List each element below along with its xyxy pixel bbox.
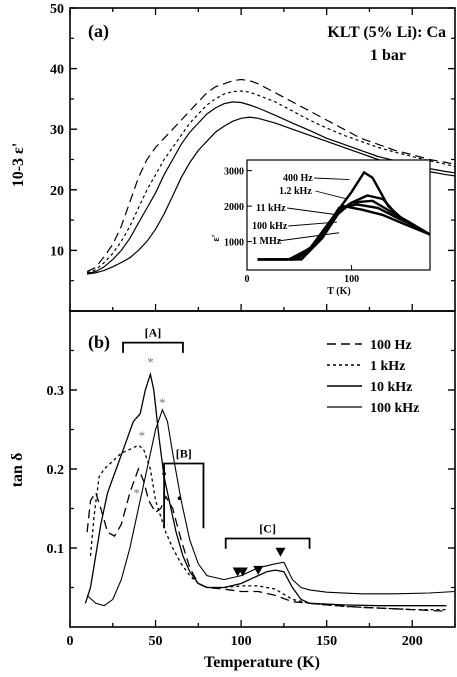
inset-ticks: 1000 2000 3000 0 100 (224, 167, 359, 285)
panel-a-annotation-line1: KLT (5% Li): Ca (327, 24, 446, 41)
dot-marker (177, 496, 182, 501)
inset-ytick-label: 3000 (224, 167, 244, 178)
inset-xlabel: T (K) (327, 286, 350, 297)
a-series-0-line (86, 78, 456, 273)
b-series-0-line (86, 467, 447, 612)
b-ytick-label: 0.1 (47, 542, 65, 557)
panel-a-series (86, 78, 456, 275)
triangle-marker (237, 567, 248, 577)
inset-xtick-label: 0 (245, 274, 250, 285)
panel-b-series (84, 371, 456, 612)
inset-leader-line (315, 190, 348, 200)
bracket-label: [C] (259, 522, 276, 536)
inset-curve-label: 400 Hz (283, 173, 313, 184)
panel-a-annotation-line2: 1 bar (370, 47, 406, 64)
a-ytick-label: 40 (50, 63, 64, 78)
inset-ytick-label: 1000 (224, 238, 244, 249)
inset-leader-line (277, 232, 340, 242)
b-xtick-label: 150 (316, 634, 337, 649)
a-ytick-label: 20 (50, 184, 64, 199)
panel-a-ticks: 10 20 30 40 50 (50, 2, 455, 312)
bracket-line (163, 462, 205, 529)
b-xtick-label: 0 (67, 634, 74, 649)
a-ytick-label: 30 (50, 123, 64, 138)
a-series-2-line (86, 101, 456, 274)
b-ytick-label: 0.3 (47, 384, 65, 399)
b-series-2-line (84, 371, 447, 607)
panel-b-ylabel: tan δ (9, 453, 26, 488)
bracket-line (224, 537, 311, 549)
inset-curve-label: 11 kHz (256, 203, 286, 214)
a-series-1-line (86, 90, 456, 274)
a-series-3-line (87, 116, 456, 275)
b-xtick-label: 100 (231, 634, 252, 649)
inset-ytick-label: 2000 (224, 202, 244, 213)
inset-series (257, 170, 431, 261)
panel-b-xlabel: Temperature (K) (204, 654, 320, 671)
b-ytick-label: 0.2 (47, 463, 65, 478)
b-xtick-label: 200 (402, 634, 423, 649)
bracket-label: [A] (145, 326, 162, 340)
inset-leader-line (287, 207, 340, 216)
b-xtick-label: 50 (149, 634, 163, 649)
a-ytick-label: 50 (50, 2, 64, 17)
triangle-marker (275, 547, 286, 557)
asterisk-marker: * (159, 395, 166, 410)
panel-b-ticks: 0.1 0.2 0.3 0 50 100 150 200 (47, 349, 456, 649)
legend-label-100hz: 100 Hz (370, 338, 412, 353)
asterisk-marker: * (139, 428, 146, 443)
bracket-line (122, 341, 184, 353)
inset-series-4-line (257, 204, 431, 261)
panel-a-ylabel: 10-3 ε' (10, 143, 27, 188)
inset-leader-line (314, 177, 350, 180)
dot-marker (162, 471, 166, 476)
asterisk-marker: * (133, 486, 140, 501)
bracket-label: [B] (176, 446, 192, 460)
inset-curve-label: 100 kHz (252, 221, 288, 232)
inset-series-3-line (257, 203, 431, 261)
inset-labels: 400 Hz 1.2 kHz 11 kHz 100 kHz 1 MHz (252, 173, 350, 247)
inset-ylabel: ε' (211, 234, 222, 241)
panel-a-label: (a) (88, 21, 109, 42)
b-series-3-line (86, 408, 456, 607)
a-ytick-label: 10 (50, 244, 64, 259)
legend-label-100khz: 100 kHz (370, 401, 419, 416)
inset-curve-label: 1 MHz (252, 236, 282, 247)
panel-b-markers: [A] [B] [C] * * * * (122, 326, 311, 577)
panel-b-label: (b) (88, 332, 110, 353)
inset-leader-line (288, 221, 337, 227)
asterisk-marker: * (147, 355, 154, 370)
legend-label-1khz: 1 kHz (370, 359, 405, 374)
legend-label-10khz: 10 kHz (370, 380, 412, 395)
b-series-1-line (89, 444, 447, 611)
legend: 100 Hz 1 kHz 10 kHz 100 kHz (327, 338, 419, 416)
inset-curve-label: 1.2 kHz (279, 186, 312, 197)
inset-xtick-label: 100 (344, 274, 359, 285)
triangle-marker (253, 565, 264, 575)
